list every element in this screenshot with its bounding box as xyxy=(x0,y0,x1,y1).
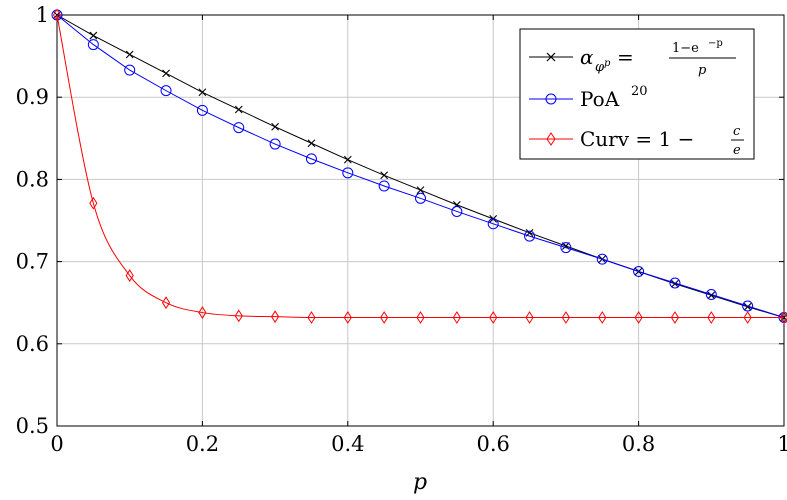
legend-box xyxy=(519,28,755,160)
data-point-diamond xyxy=(525,311,534,324)
data-point-circle xyxy=(415,192,426,204)
data-point-diamond xyxy=(743,311,752,324)
data-point-diamond xyxy=(707,311,716,324)
data-point-x xyxy=(380,171,389,180)
data-point-diamond xyxy=(198,306,207,319)
legend-alpha-sub: φ xyxy=(595,60,605,75)
legend-curv-denominator: e xyxy=(733,143,741,158)
legend-alpha: α xyxy=(580,45,594,69)
data-point-x xyxy=(234,105,243,114)
data-point-diamond xyxy=(489,311,498,324)
data-point-diamond xyxy=(271,310,280,324)
series-line xyxy=(56,14,784,319)
data-point-circle xyxy=(487,218,499,230)
y-tick-label: 0.6 xyxy=(16,332,49,356)
data-point-x xyxy=(198,88,207,97)
legend-alpha-sub-sup: p xyxy=(604,58,611,69)
data-point-x xyxy=(743,302,752,311)
data-point-diamond xyxy=(52,8,62,22)
data-point-circle xyxy=(560,242,572,254)
y-tick-label: 1 xyxy=(36,3,49,27)
data-point-diamond xyxy=(670,311,680,324)
data-point-diamond xyxy=(452,311,461,324)
legend-poa-label: PoA xyxy=(580,87,620,111)
legend-marker-x-icon xyxy=(546,52,556,62)
x-tick-label: 0.8 xyxy=(622,432,655,456)
legend-marker-circle-icon xyxy=(545,93,557,105)
data-point-circle xyxy=(669,277,681,289)
legend-entry-alpha: α φ p = 1−e −p p xyxy=(529,38,736,78)
data-point-circle xyxy=(705,288,717,300)
data-point-diamond xyxy=(234,309,243,323)
plot-frame xyxy=(56,14,785,427)
data-point-x xyxy=(707,291,716,300)
data-point-diamond xyxy=(561,311,570,324)
legend-entry-curv: Curv = 1 − c e xyxy=(529,124,744,158)
data-point-diamond xyxy=(343,311,352,324)
data-point-diamond xyxy=(380,311,389,324)
data-point-x xyxy=(271,122,279,131)
legend-frac-numerator: 1−e xyxy=(672,41,699,56)
data-point-circle xyxy=(378,180,390,192)
legend-curv-numerator: c xyxy=(733,124,741,139)
data-point-circle xyxy=(596,253,608,265)
legend-frac-denominator: p xyxy=(698,63,707,78)
data-point-circle xyxy=(233,122,245,134)
data-point-circle xyxy=(451,205,463,217)
data-point-diamond xyxy=(634,311,643,324)
data-point-x xyxy=(671,279,679,288)
data-point-x xyxy=(89,31,98,40)
tick-labels: 0 0.2 0.4 0.6 0.8 1 0.5 0.6 0.7 0.8 0.9 1 xyxy=(16,3,787,456)
data-point-diamond xyxy=(125,269,134,283)
data-point-circle xyxy=(342,167,354,179)
x-tick-label: 0.4 xyxy=(331,432,364,456)
x-axis-label: p xyxy=(413,470,427,495)
x-tick-label: 0 xyxy=(50,432,63,456)
data-point-circle xyxy=(524,230,536,242)
legend-equals: = xyxy=(617,45,634,69)
legend-marker-diamond-icon xyxy=(546,132,556,146)
data-point-diamond xyxy=(161,296,171,310)
data-point-diamond xyxy=(89,196,98,210)
data-point-x xyxy=(416,186,425,194)
data-point-circle xyxy=(87,39,99,51)
data-point-circle xyxy=(305,153,317,165)
legend: α φ p = 1−e −p p PoA 20 Curv = 1 − c e xyxy=(519,28,755,160)
legend-entry-poa: PoA 20 xyxy=(529,84,648,111)
x-tick-label: 0.2 xyxy=(186,432,219,456)
y-tick-label: 0.7 xyxy=(16,250,49,274)
data-point-circle xyxy=(124,64,136,76)
x-tick-label: 0.6 xyxy=(476,432,509,456)
data-point-circle xyxy=(269,138,281,150)
data-point-diamond xyxy=(416,311,425,324)
data-point-diamond xyxy=(779,311,787,324)
data-point-diamond xyxy=(598,311,607,324)
series-3 xyxy=(52,8,787,324)
data-point-x xyxy=(125,50,134,59)
data-point-x xyxy=(162,69,170,78)
series-2 xyxy=(51,9,787,323)
series-group xyxy=(51,8,787,324)
legend-curv-label: Curv = 1 − xyxy=(580,127,694,151)
data-point-circle xyxy=(633,265,645,277)
axes xyxy=(56,14,785,427)
y-tick-label: 0.9 xyxy=(16,85,49,109)
data-point-circle xyxy=(742,300,754,312)
y-tick-label: 0.8 xyxy=(16,167,49,191)
data-point-circle xyxy=(196,104,208,116)
x-tick-label: 1 xyxy=(777,432,787,456)
legend-poa-sup: 20 xyxy=(631,84,648,99)
data-point-circle xyxy=(160,85,172,97)
data-point-diamond xyxy=(307,311,316,324)
series-line xyxy=(56,14,785,318)
y-tick-label: 0.5 xyxy=(16,414,49,438)
data-point-x xyxy=(343,155,352,164)
legend-frac-numerator-sup: −p xyxy=(708,38,723,49)
data-point-x xyxy=(307,139,316,148)
